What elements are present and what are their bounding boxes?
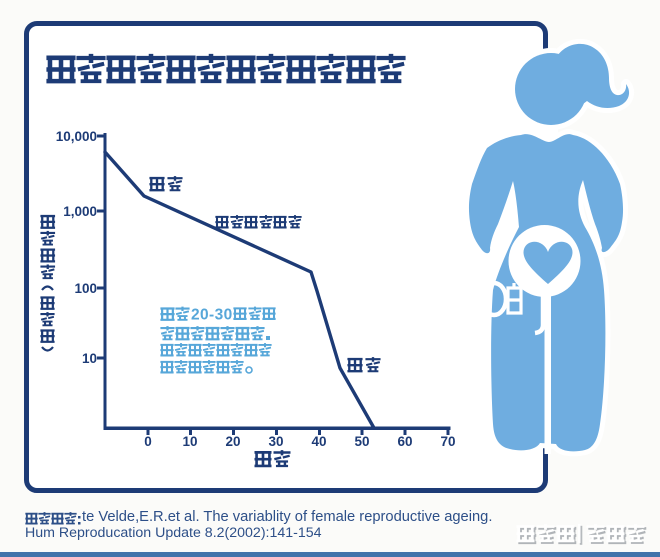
svg-text:20-30: 20-30 [191, 307, 233, 324]
